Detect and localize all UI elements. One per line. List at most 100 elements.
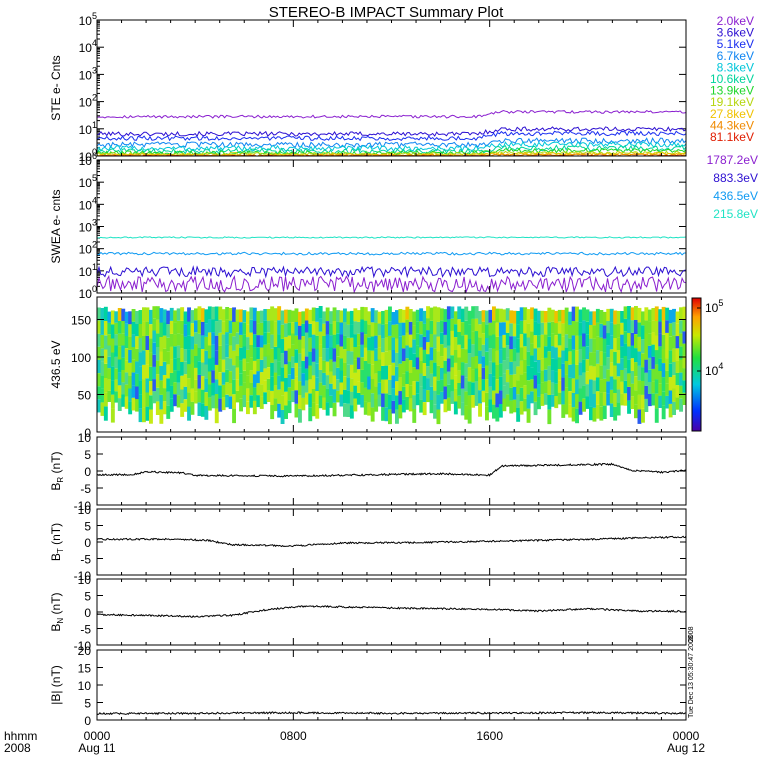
heatmap-cell: [533, 388, 538, 402]
heatmap-cell: [388, 380, 392, 395]
heatmap-cell: [121, 382, 126, 395]
heatmap-cell: [235, 367, 240, 380]
heatmap-cell: [284, 309, 288, 324]
heatmap-cell: [280, 367, 285, 382]
bn-ylabel: BN (nT): [49, 592, 65, 631]
heatmap-cell: [415, 333, 420, 346]
heatmap-cell: [637, 336, 642, 352]
heatmap-cell: [159, 308, 164, 323]
heatmap-cell: [443, 399, 448, 413]
heatmap-cell: [436, 409, 441, 425]
heatmap-cell: [672, 308, 676, 323]
heatmap-cell: [595, 363, 600, 378]
heatmap-cell: [658, 395, 663, 408]
heatmap-cell: [304, 392, 309, 405]
heatmap-cell: [315, 349, 320, 364]
heatmap-cell: [252, 347, 257, 361]
heatmap-cell: [349, 337, 354, 352]
heatmap-cell: [374, 373, 379, 387]
heatmap-cell: [627, 373, 631, 387]
heatmap-cell: [384, 407, 389, 422]
heatmap-cell: [343, 308, 347, 322]
heatmap-cell: [609, 349, 614, 363]
heatmap-cell: [190, 336, 195, 350]
heatmap-cell: [246, 337, 250, 350]
heatmap-cell: [537, 323, 541, 336]
ste-ytick-label: 101: [79, 120, 97, 137]
heatmap-cell: [519, 401, 524, 415]
heatmap-cell: [419, 373, 424, 387]
heatmap-cell: [308, 365, 313, 380]
heatmap-cell: [298, 339, 302, 354]
bt-ytick-label: 10: [78, 503, 92, 517]
heatmap-cell: [377, 335, 382, 348]
heatmap-cell: [114, 322, 119, 335]
bn-panel: 10 5 0 -5 -10 BN (nT): [49, 573, 687, 653]
heatmap-cell: [259, 322, 264, 336]
heatmap-cell: [280, 324, 285, 339]
heatmap-cell: [682, 368, 687, 381]
heatmap-cell: [242, 310, 247, 323]
heatmap-cell: [284, 350, 288, 365]
heatmap-cell: [356, 310, 361, 322]
heatmap-cell: [131, 359, 136, 373]
heatmap-cell: [166, 405, 171, 419]
heatmap-cell: [207, 306, 212, 320]
heatmap-cell: [474, 393, 479, 406]
heatmap-cell: [436, 336, 441, 352]
heatmap-cell: [242, 322, 247, 335]
heatmap-cell: [440, 320, 444, 333]
heatmap-cell: [509, 349, 514, 362]
br-ytick-label: 5: [84, 448, 91, 462]
heatmap-cell: [408, 373, 413, 386]
heatmap-cell: [627, 306, 631, 320]
heatmap-cell: [433, 334, 437, 349]
heatmap-cell: [391, 324, 396, 338]
heatmap-cell: [204, 392, 209, 406]
heatmap-cell: [464, 349, 469, 364]
heatmap-cell: [287, 348, 292, 362]
heatmap-cell: [128, 337, 133, 350]
heatmap-cell: [291, 333, 295, 345]
heatmap-cell: [159, 322, 164, 337]
heatmap-cell: [284, 337, 288, 351]
heatmap-cell: [460, 375, 465, 389]
heatmap-cell: [537, 360, 541, 373]
heatmap-cell: [194, 332, 198, 345]
heatmap-cell: [661, 320, 666, 335]
heatmap-cell: [398, 336, 403, 350]
heatmap-cell: [298, 367, 302, 382]
heatmap-cell: [471, 369, 476, 383]
heatmap-cell: [457, 357, 462, 371]
heatmap-cell: [537, 347, 541, 360]
heatmap-cell: [187, 364, 191, 379]
heatmap-cell: [187, 349, 191, 365]
heatmap-cell: [197, 402, 202, 416]
heatmap-cell: [568, 325, 573, 339]
heatmap-cell: [682, 343, 687, 356]
heatmap-cell: [641, 408, 645, 423]
heatmap-cell: [124, 323, 129, 336]
heatmap-cell: [540, 382, 545, 394]
heatmap-cell: [440, 308, 444, 321]
swea-frame: [96, 159, 687, 294]
heatmap-cell: [287, 322, 292, 336]
heatmap-cell: [422, 336, 427, 350]
heatmap-cell: [609, 389, 614, 404]
heatmap-cell: [128, 349, 133, 363]
heatmap-cell: [318, 357, 323, 370]
heatmap-cell: [263, 332, 268, 345]
heatmap-cell: [401, 335, 406, 349]
heatmap-cell: [609, 322, 614, 336]
heatmap-cell: [606, 321, 611, 334]
heatmap-cell: [343, 362, 347, 377]
heatmap-cell: [623, 343, 628, 356]
heatmap-cell: [363, 347, 368, 361]
heatmap-cell: [623, 393, 628, 406]
heatmap-cell: [211, 357, 216, 371]
heatmap-cell: [453, 375, 458, 389]
heatmap-cell: [235, 332, 240, 345]
heatmap-cell: [270, 376, 275, 391]
heatmap-cell: [613, 393, 618, 407]
heatmap-cell: [446, 319, 451, 333]
